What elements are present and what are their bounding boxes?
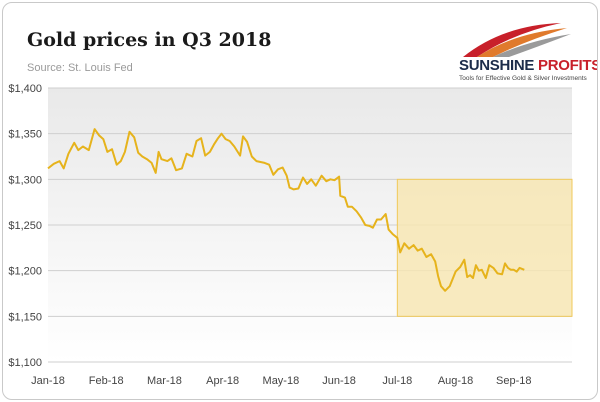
chart-source: Source: St. Louis Fed (27, 62, 133, 74)
x-tick-label: Apr-18 (206, 375, 239, 387)
y-tick-label: $1,250 (8, 220, 42, 232)
y-tick-label: $1,200 (8, 266, 42, 278)
x-tick-label: Feb-18 (89, 375, 124, 387)
y-tick-label: $1,100 (8, 357, 42, 369)
q3-highlight-box (396, 178, 573, 317)
logo-tagline: Tools for Effective Gold & Silver Invest… (459, 75, 587, 82)
y-axis-labels: $1,100 $1,150 $1,200 $1,250 $1,300 $1,350 $1,4… (8, 83, 42, 369)
y-tick-label: $1,350 (8, 129, 42, 141)
x-axis-labels: Jan-18 Feb-18 Mar-18 Apr-18 May-18 Jun-18 Jul-… (31, 375, 531, 387)
y-tick-label: $1,400 (8, 83, 42, 95)
x-tick-label: Sep-18 (496, 375, 531, 387)
y-tick-label: $1,300 (8, 174, 42, 186)
y-tick-label: $1,150 (8, 311, 42, 323)
logo-name-profits: PROFITS (538, 57, 598, 74)
logo-name-sunshine: SUNSHINE (459, 57, 535, 74)
x-tick-label: Mar-18 (147, 375, 182, 387)
sunshine-profits-logo: SUNSHINE PROFITS Tools for Effective Gol… (443, 19, 597, 82)
series-line-gold-price (47, 128, 525, 292)
x-tick-label: May-18 (263, 375, 300, 387)
chart-title: Gold prices in Q3 2018 (27, 29, 272, 51)
logo-name: SUNSHINE PROFITS (459, 57, 598, 74)
x-tick-label: Jun-18 (322, 375, 356, 387)
x-tick-label: Aug-18 (438, 375, 473, 387)
x-tick-label: Jan-18 (31, 375, 65, 387)
logo-swoosh-icon (463, 23, 571, 57)
x-tick-label: Jul-18 (382, 375, 412, 387)
